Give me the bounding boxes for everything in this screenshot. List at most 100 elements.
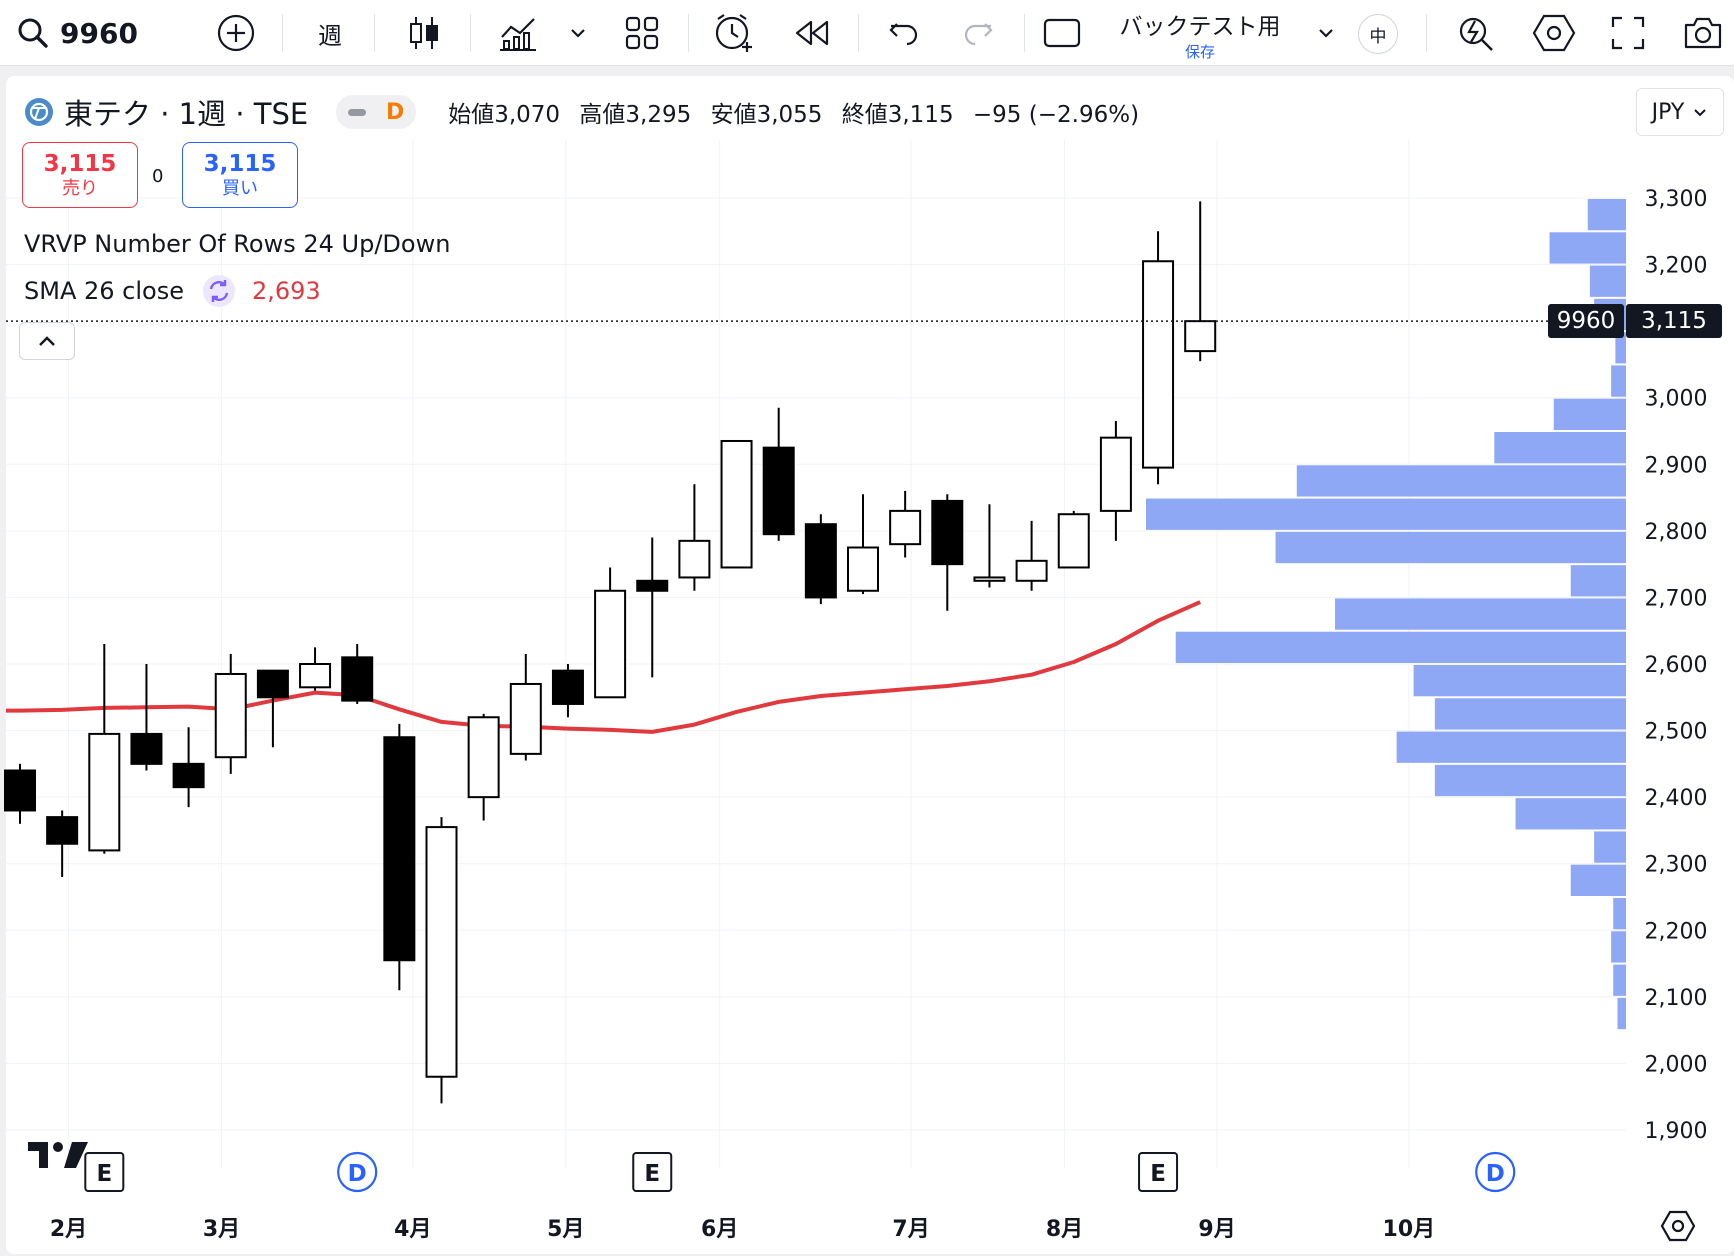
drawing-rect-button[interactable]	[1040, 0, 1084, 66]
candle	[425, 817, 458, 1104]
indicators-dropdown[interactable]	[564, 0, 592, 66]
rectangle-icon	[1043, 18, 1081, 48]
replay-button[interactable]	[790, 0, 834, 66]
small-badge-button[interactable]: 中	[1358, 14, 1398, 54]
volume-profile-bar	[1275, 531, 1626, 564]
interval-text: 週	[318, 21, 342, 50]
high-value: 高値3,295	[579, 102, 692, 128]
time-tick-label: 2月	[50, 1217, 87, 1242]
candle-body	[509, 682, 542, 755]
snapshot-button[interactable]	[1680, 0, 1726, 66]
vrvp-legend[interactable]: VRVP Number Of Rows 24 Up/Down	[24, 228, 450, 260]
symbol-title[interactable]: 東テク · 1週 · TSE	[64, 97, 309, 131]
axis-settings-icon[interactable]	[1660, 1208, 1696, 1244]
candle-body	[847, 546, 879, 592]
time-tick-label: 10月	[1383, 1217, 1436, 1242]
chevron-down-icon	[571, 29, 585, 38]
volume-profile-bar	[1613, 964, 1626, 996]
candle	[1015, 520, 1048, 591]
dividend-marker[interactable]: D	[337, 1151, 378, 1193]
candle-body	[256, 669, 289, 699]
tradingview-logo[interactable]	[28, 1138, 92, 1172]
candle	[467, 713, 500, 821]
candle	[720, 439, 753, 569]
candle-body	[299, 663, 332, 689]
candle-body	[172, 762, 205, 789]
time-tick-label: 4月	[394, 1217, 431, 1242]
volume-profile-bar	[1434, 698, 1626, 730]
undo-button[interactable]	[882, 0, 926, 66]
candle	[847, 494, 879, 595]
symbol-search-button[interactable]: 9960	[16, 0, 138, 66]
data-status-pill[interactable]: D	[336, 95, 417, 129]
price-tick-label: 2,800	[1645, 520, 1708, 545]
grid-layer	[6, 140, 1626, 1168]
price-tick-label: 1,900	[1645, 1119, 1708, 1144]
candle-body	[678, 539, 711, 579]
alert-button[interactable]	[710, 0, 758, 66]
compare-button[interactable]	[212, 0, 260, 66]
price-tick-label: 2,600	[1645, 653, 1708, 678]
candle-body	[551, 669, 584, 705]
spread-value: 0	[152, 166, 164, 187]
chevron-up-icon	[39, 336, 55, 346]
price-tick-label: 2,000	[1645, 1052, 1708, 1077]
earnings-icon	[632, 1152, 673, 1192]
settings-hex-icon	[1532, 14, 1576, 52]
dividend-marker[interactable]: D	[1475, 1151, 1516, 1193]
earnings-marker[interactable]: E	[632, 1152, 673, 1192]
fullscreen-button[interactable]	[1606, 0, 1650, 66]
price-tick-label: 2,700	[1645, 586, 1708, 611]
chevron-down-icon	[1319, 29, 1333, 38]
toolbar-separator	[1024, 14, 1025, 52]
sma-line	[6, 600, 1202, 734]
candle	[1184, 201, 1217, 362]
currency-button[interactable]: JPY	[1636, 88, 1724, 136]
earnings-marker[interactable]: E	[1138, 1152, 1179, 1192]
candle-body	[214, 672, 247, 759]
collapse-legend-button[interactable]	[19, 322, 75, 360]
price-tick-label: 2,900	[1645, 453, 1708, 478]
price-tick-label: 2,200	[1645, 919, 1708, 944]
candle-body	[804, 523, 837, 599]
time-tick-label: 9月	[1198, 1217, 1235, 1242]
search-icon	[18, 18, 48, 48]
sma-legend[interactable]: SMA 26 close 2,693	[24, 274, 321, 308]
event-label: E	[1150, 1161, 1166, 1187]
volume-profile-bar	[1613, 897, 1626, 930]
ohlc-values: 始値3,070 高値3,295 安値3,055 終値3,115 −95 (−2.…	[448, 95, 1151, 129]
volume-profile-bar	[1594, 831, 1626, 863]
redo-button[interactable]	[956, 0, 1000, 66]
layout-name-button[interactable]: バックテスト用 保存	[1108, 6, 1292, 62]
chart-settings-button[interactable]	[1530, 0, 1578, 66]
candle-body	[973, 576, 1006, 582]
volume-profile-bar	[1587, 198, 1626, 231]
sma-layer	[6, 600, 1202, 734]
buy-button[interactable]: 3,115 買い	[182, 142, 298, 208]
layout-button[interactable]	[620, 0, 664, 66]
price-tick-label: 3,200	[1645, 254, 1708, 279]
volume-profile-bar	[1611, 931, 1626, 963]
chart-type-button[interactable]	[404, 0, 444, 66]
candle	[594, 567, 627, 699]
earnings-marker[interactable]: E	[84, 1152, 125, 1192]
sell-button[interactable]: 3,115 売り	[22, 142, 138, 208]
layout-grid-icon	[625, 16, 659, 50]
indicators-button[interactable]	[496, 0, 540, 66]
currency-text: JPY	[1651, 99, 1685, 125]
layout-dropdown[interactable]	[1312, 0, 1340, 66]
toolbar-separator	[374, 14, 375, 52]
interval-button[interactable]: 週	[310, 0, 350, 66]
change-value: −95 (−2.96%)	[972, 102, 1140, 128]
toolbar-separator	[1426, 14, 1427, 52]
candle	[1142, 231, 1175, 485]
quick-search-button[interactable]	[1454, 0, 1498, 66]
volume-profile-bar	[1335, 598, 1626, 630]
volume-profile-bar	[1413, 664, 1626, 697]
candle	[636, 537, 669, 678]
sell-price: 3,115	[43, 151, 117, 177]
price-tick-label: 2,400	[1645, 786, 1708, 811]
candle	[804, 514, 837, 605]
toolbar-separator	[470, 14, 471, 52]
